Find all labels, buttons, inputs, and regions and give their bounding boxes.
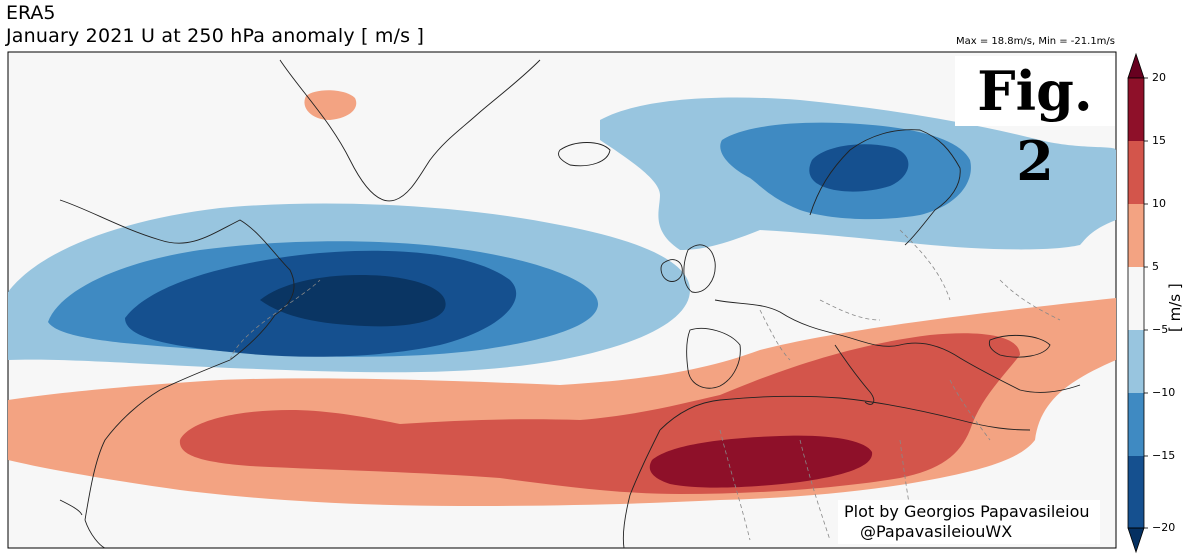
max-min-readout: Max = 18.8m/s, Min = -21.1m/s: [955, 36, 1115, 47]
contour-neg15-east: [809, 144, 909, 192]
colorbar-tick-neg15: −15: [1152, 449, 1176, 462]
credit-handle: @PapavasileiouWX: [860, 522, 1013, 541]
colorbar-tick-5: 5: [1152, 260, 1159, 273]
colorbar-band-10-15: [1128, 141, 1144, 204]
credit-author: Plot by Georgios Papavasileiou: [844, 502, 1090, 521]
dataset-title: ERA5: [6, 2, 56, 24]
anomaly-map: [7, 51, 1117, 549]
coastlines: [59, 59, 1081, 548]
contour-pos15: [649, 435, 873, 488]
credit-box: Plot by Georgios Papavasileiou @Papavasi…: [838, 500, 1100, 544]
colorbar-tick-20: 20: [1152, 71, 1166, 84]
colorbar-band-15-20: [1128, 78, 1144, 141]
colorbar-tick-15: 15: [1152, 134, 1166, 147]
figure-title: January 2021 U at 250 hPa anomaly [ m/s …: [6, 25, 425, 47]
colorbar-label: [ m/s ]: [1166, 283, 1184, 332]
colorbar-extend-min: [1127, 527, 1145, 554]
colorbar-band-neg10-neg15: [1128, 393, 1144, 456]
colorbar-extend-max: [1127, 52, 1145, 79]
figure-label: Fig. 2: [955, 56, 1115, 193]
contour-neg20-west: [260, 275, 446, 327]
colorbar-band-neg5-neg10: [1128, 330, 1144, 393]
colorbar-tick-neg10: −10: [1152, 386, 1176, 399]
colorbar-band-neutral: [1128, 267, 1144, 330]
colorbar-tick-neg5: −5: [1152, 323, 1169, 336]
colorbar-band-neg15-neg20: [1128, 456, 1144, 528]
colorbar-tick-neg20: −20: [1152, 521, 1176, 534]
colorbar: [1127, 52, 1148, 554]
colorbar-band-5-10: [1128, 204, 1144, 267]
contour-pos5-iceland: [304, 90, 357, 120]
colorbar-tick-10: 10: [1152, 197, 1166, 210]
